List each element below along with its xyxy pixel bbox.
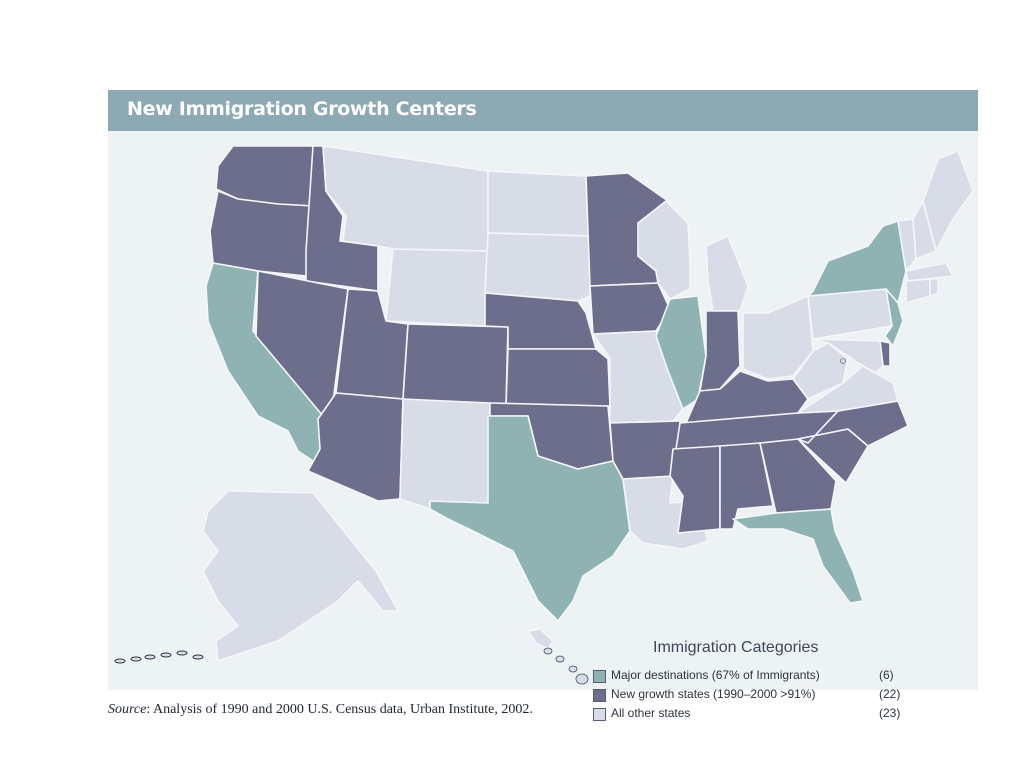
legend-swatch-major [593,670,606,683]
state-alaska [202,490,399,662]
state-iowa [589,282,671,335]
legend-count: (6) [879,668,894,682]
figure-title: New Immigration Growth Centers [127,98,477,120]
hawaii-island-shape [575,673,589,685]
map-panel: Immigration Categories Major destination… [108,131,978,721]
legend-label: New growth states (1990–2000 >91%) [611,687,816,701]
state-hawaii [527,628,554,650]
us-states-map [114,145,974,685]
aleutian-island-shape [160,652,172,658]
aleutian-island-shape [144,654,156,660]
state-west-virginia [792,342,849,400]
state-montana [322,145,489,252]
legend-label: Major destinations (67% of Immigrants) [611,668,820,682]
aleutian-island-shape [114,658,126,664]
legend-label: All other states [611,706,691,720]
state-kansas [505,348,611,407]
title-bar: New Immigration Growth Centers [108,90,978,131]
hawaii-island-shape [568,665,578,673]
state-connecticut [905,278,931,304]
aleutian-island-shape [176,650,188,656]
state-texas [429,415,631,622]
hawaii-island-shape [543,647,553,655]
state-michigan [705,235,749,312]
state-south-dakota [484,232,591,302]
state-ohio [742,295,814,380]
source-note: Source: Analysis of 1990 and 2000 U.S. C… [108,702,533,718]
map-figure: New Immigration Growth Centers Immigrati… [108,90,978,721]
state-pennsylvania [807,288,893,340]
state-new-mexico [399,398,491,510]
legend-swatch-new-growth [593,689,606,702]
source-text: : Analysis of 1990 and 2000 U.S. Census … [146,702,533,717]
state-illinois [655,295,707,410]
aleutian-island-shape [130,656,142,662]
state-georgia [759,438,837,514]
aleutian-island-shape [192,654,204,660]
state-massachusetts [905,262,954,282]
legend-count: (23) [879,706,901,720]
state-wyoming [385,248,489,327]
source-label: Source [108,702,147,717]
hawaii-island-shape [555,655,565,663]
state-maine [922,150,974,252]
state-maryland [812,338,884,374]
state-wisconsin [637,200,691,300]
legend-swatch-other [593,708,606,721]
state-california [205,262,339,464]
legend-count: (22) [879,687,901,701]
state-florida [732,508,864,604]
state-colorado [402,323,509,407]
state-rhode-island [929,278,939,297]
state-north-dakota [487,170,591,237]
state-new-jersey [884,288,904,347]
state-district-of-columbia [840,358,846,364]
state-arkansas [609,420,681,480]
legend-title: Immigration Categories [653,639,819,656]
